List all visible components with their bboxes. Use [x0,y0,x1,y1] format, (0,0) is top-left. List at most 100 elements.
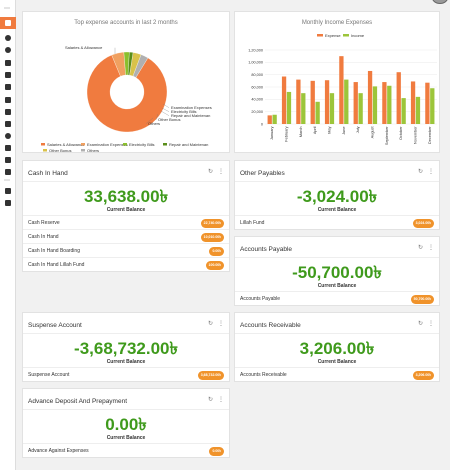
card-title: Other Payables [240,170,285,177]
puzzle-icon[interactable] [3,143,13,153]
amount-badge: 0.00৳ [209,247,224,256]
bar[interactable] [415,96,421,124]
bar[interactable] [339,56,344,124]
amount-badge: 10,010.00৳ [200,233,224,242]
y-tick-label: 80,000 [251,73,263,77]
users-alt-icon[interactable] [3,70,13,80]
more-icon[interactable]: ⋮ [218,169,224,175]
legend-label[interactable]: Electricity Bills [129,142,155,147]
bar[interactable] [267,115,272,124]
refresh-icon[interactable]: ↻ [207,169,213,175]
current-balance-value: 3,206.00৳ [299,339,375,358]
bar[interactable] [430,88,435,124]
account-row[interactable]: Accounts Payable 50,700.00৳ [235,291,439,305]
account-name: Accounts Receivable [240,372,287,378]
account-row[interactable]: Advance Against Expenses 0.00৳ [23,443,229,457]
donut-slice[interactable] [86,54,168,133]
account-row[interactable]: Suspense Account 3,68,732.00৳ [23,367,229,381]
bar[interactable] [401,98,406,124]
refresh-icon[interactable]: ↻ [417,169,423,175]
bar[interactable] [396,72,401,124]
card-title: Accounts Payable [240,246,293,253]
bar[interactable] [344,79,349,124]
clipboard-icon[interactable] [3,167,13,177]
user-avatar[interactable] [432,0,448,4]
account-row[interactable]: Lillah Fund 3,024.00৳ [235,215,439,229]
current-balance-value: -3,024.00৳ [296,187,378,206]
legend-label[interactable]: Salaries & Allowance [47,142,85,147]
legend-label[interactable]: Other Bonus [49,148,71,153]
top-expense-chart-card: Top expense accounts in last 2 months Sa… [22,11,230,153]
bar[interactable] [358,93,363,124]
bar[interactable] [272,114,277,124]
group-icon[interactable] [3,82,13,92]
current-balance-label: Current Balance [317,359,357,365]
chart-title: Monthly Income Expenses [301,20,373,26]
bar[interactable] [329,93,335,124]
account-row[interactable]: Cash In Hand Lillah Fund 100.00৳ [23,257,229,271]
account-row[interactable]: Cash In Hand 10,010.00৳ [23,229,229,243]
chat-alt-icon[interactable] [3,45,13,55]
users-icon[interactable] [3,58,13,68]
more-icon[interactable]: ⋮ [428,245,434,251]
donut-slice[interactable] [132,54,149,78]
page-icon[interactable] [3,186,13,196]
legend-swatch [41,143,45,146]
leader-line [160,110,170,116]
legend-label[interactable]: Others [87,148,99,153]
account-row[interactable]: Cash Reserve 22,740.00৳ [23,215,229,229]
more-menu-icon[interactable]: ⋯ [4,6,10,12]
more-menu-icon[interactable]: ⋯ [4,178,10,184]
bar[interactable] [353,82,358,124]
bar[interactable] [410,81,416,124]
bank-icon[interactable] [3,107,13,117]
bar[interactable] [301,93,306,124]
more-icon[interactable]: ⋮ [218,397,224,403]
bar[interactable] [324,80,330,124]
cash-in-hand-card: Cash In Hand ↻ ⋮ 33,638.00৳ Current Balan… [22,160,230,272]
bar[interactable] [372,86,378,124]
refresh-icon[interactable]: ↻ [207,397,213,403]
amount-badge: 22,740.00৳ [200,219,224,228]
bar[interactable] [281,76,287,124]
legend-label[interactable]: Income [351,33,365,38]
book-icon[interactable] [3,119,13,129]
bar[interactable] [382,82,387,124]
current-balance-label: Current Balance [106,207,146,213]
bar[interactable] [425,82,430,124]
legend-swatch [317,34,323,37]
bar[interactable] [387,85,392,124]
y-tick-label: 1,00,000 [248,61,263,65]
account-row[interactable]: Accounts Receivable 3,206.00৳ [235,367,439,381]
more-icon[interactable]: ⋮ [428,169,434,175]
account-name: Cash Reserve [28,220,60,226]
legend-label[interactable]: Examination Expenses [87,142,128,147]
dashboard-icon[interactable] [0,17,16,29]
refresh-icon[interactable]: ↻ [207,321,213,327]
refresh-icon[interactable]: ↻ [417,321,423,327]
list-icon[interactable] [3,95,13,105]
chart-icon[interactable] [3,155,13,165]
bar[interactable] [315,101,320,124]
amount-badge: 50,700.00৳ [410,295,434,304]
card-title: Suspense Account [28,322,82,329]
more-icon[interactable]: ⋮ [218,321,224,327]
page-alt-icon[interactable] [3,198,13,208]
slice-label: Repair and Maintenan [171,113,210,118]
bar[interactable] [286,91,292,124]
shield-icon[interactable] [3,131,13,141]
sidebar: ⋯ ⋯ [0,0,16,470]
chat-icon[interactable] [3,33,13,43]
bar[interactable] [310,80,315,124]
slice-label: Salaries & Allowance [65,45,103,50]
more-icon[interactable]: ⋮ [428,321,434,327]
bar[interactable] [296,79,301,124]
legend-label[interactable]: Expense [325,33,341,38]
x-tick-label: March [299,127,303,138]
legend-label[interactable]: Repair and Maintenan [169,142,208,147]
bar[interactable] [367,70,373,124]
account-name: Suspense Account [28,372,70,378]
refresh-icon[interactable]: ↻ [417,245,423,251]
legend-swatch [343,34,349,37]
account-row[interactable]: Cash In Hand Boarding 0.00৳ [23,243,229,257]
